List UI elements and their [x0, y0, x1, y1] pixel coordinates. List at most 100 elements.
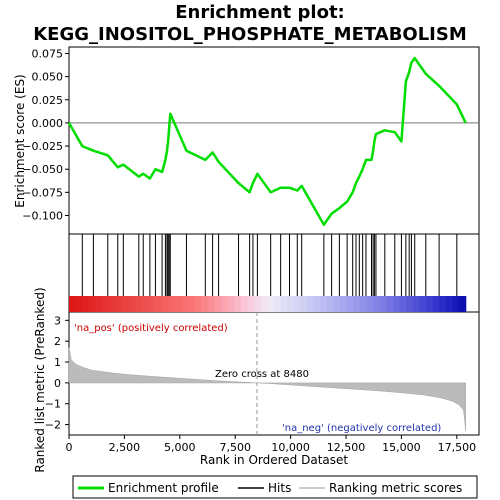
- correlation-bar-segment: [168, 296, 176, 312]
- correlation-bar-segment: [340, 296, 348, 312]
- correlation-bar-segment: [214, 296, 222, 312]
- legend: Enrichment profile Hits Ranking metric s…: [72, 475, 478, 499]
- es-panel-frame: [68, 46, 480, 235]
- correlation-bar-segment: [406, 296, 414, 312]
- correlation-bar-segment: [188, 296, 196, 312]
- x-axis-label: Rank in Ordered Dataset: [200, 453, 348, 467]
- metric-ytick-label: 0: [54, 377, 61, 390]
- metric-ytick-label: −2: [45, 419, 61, 432]
- correlation-bar-segment: [201, 296, 209, 312]
- es-ytick-label: −0.025: [22, 140, 63, 153]
- legend-label-hits: Hits: [268, 481, 291, 495]
- correlation-bar-segment: [95, 296, 103, 312]
- legend-label-enrichment: Enrichment profile: [108, 481, 219, 495]
- correlation-bar-segment: [287, 296, 295, 312]
- correlation-bar-segment: [412, 296, 421, 312]
- xtick-label: 10,000: [271, 441, 310, 454]
- legend-frame: [72, 475, 478, 499]
- xtick-label: 7,500: [219, 441, 251, 454]
- es-axis-label: Enrichment score (ES): [13, 74, 27, 207]
- legend-label-metric: Ranking metric scores: [329, 481, 462, 495]
- correlation-bar-segment: [459, 296, 467, 312]
- correlation-bar-segment: [379, 296, 387, 312]
- correlation-bar-segment: [227, 296, 235, 312]
- correlation-bar-segment: [154, 296, 163, 312]
- correlation-bar-segment: [207, 296, 216, 312]
- correlation-bar-segment: [333, 296, 341, 312]
- es-ytick-label: −0.050: [22, 163, 63, 176]
- chart-title-line2: KEGG_INOSITOL_PHOSPHATE_METABOLISM: [33, 24, 467, 45]
- metric-ytick-label: 3: [54, 314, 61, 327]
- correlation-bar-segment: [426, 296, 434, 312]
- correlation-bar-segment: [240, 296, 249, 312]
- ranking-metric-area: [68, 347, 466, 431]
- correlation-bar-segment: [194, 296, 202, 312]
- correlation-bar-segment: [326, 296, 335, 312]
- correlation-bar-segment: [300, 296, 308, 312]
- metric-ytick-label: 2: [54, 335, 61, 348]
- correlation-bar-segment: [69, 296, 77, 312]
- correlation-bar-segment: [307, 296, 315, 312]
- correlation-bar-segment: [373, 296, 381, 312]
- correlation-bar-segment: [386, 296, 394, 312]
- enrichment-profile-line: [67, 56, 467, 226]
- xtick-label: 12,500: [327, 441, 366, 454]
- correlation-bar-segment: [102, 296, 110, 312]
- correlation-bar-segment: [359, 296, 368, 312]
- correlation-bar-segment: [439, 296, 447, 312]
- correlation-bar-segment: [399, 296, 407, 312]
- correlation-bar-segment: [419, 296, 427, 312]
- metric-ytick-label: −1: [45, 398, 61, 411]
- correlation-bar-segment: [75, 296, 83, 312]
- correlation-bar-segment: [174, 296, 182, 312]
- correlation-bar-segment: [181, 296, 189, 312]
- correlation-bar-segment: [254, 296, 262, 312]
- xtick-label: 17,500: [438, 441, 477, 454]
- correlation-bar-segment: [260, 296, 268, 312]
- es-ytick-label: 0.000: [32, 117, 64, 130]
- xtick-label: 2,500: [109, 441, 141, 454]
- es-ytick-label: 0.075: [32, 47, 64, 60]
- correlation-bar-segment: [346, 296, 354, 312]
- correlation-bar-segment: [247, 296, 255, 312]
- positive-correlation-label: 'na_pos' (positively correlated): [74, 323, 228, 334]
- correlation-bar-segment: [392, 296, 401, 312]
- correlation-bar-segment: [366, 296, 374, 312]
- correlation-bar-segment: [221, 296, 229, 312]
- correlation-bar-segment: [280, 296, 288, 312]
- correlation-bar-segment: [82, 296, 90, 312]
- correlation-bar-segment: [445, 296, 454, 312]
- correlation-bar-segment: [234, 296, 242, 312]
- chart-title-line1: Enrichment plot:: [175, 2, 345, 23]
- correlation-bar-segment: [161, 296, 169, 312]
- es-ytick-label: 0.050: [32, 71, 64, 84]
- correlation-bar-segment: [141, 296, 149, 312]
- correlation-bar-segment: [135, 296, 143, 312]
- correlation-bar-segment: [128, 296, 136, 312]
- es-ytick-label: −0.100: [22, 209, 63, 222]
- correlation-bar-segment: [108, 296, 116, 312]
- metric-panel-frame: [68, 311, 480, 436]
- correlation-bar-segment: [313, 296, 321, 312]
- correlation-bar-segment: [148, 296, 156, 312]
- correlation-bar-segment: [88, 296, 97, 312]
- correlation-bar-segment: [293, 296, 302, 312]
- xtick-label: 0: [66, 441, 73, 454]
- es-ytick-label: 0.025: [32, 94, 64, 107]
- correlation-bar-segment: [267, 296, 275, 312]
- negative-correlation-label: 'na_neg' (negatively correlated): [282, 423, 441, 434]
- correlation-bar-segment: [115, 296, 123, 312]
- xtick-label: 15,000: [382, 441, 421, 454]
- correlation-bar-segment: [353, 296, 361, 312]
- es-ytick-label: −0.075: [22, 186, 63, 199]
- correlation-bar-segment: [432, 296, 440, 312]
- metric-ytick-label: 1: [54, 356, 61, 369]
- xtick-label: 5,000: [164, 441, 196, 454]
- correlation-bar-segment: [273, 296, 282, 312]
- zero-cross-label: Zero cross at 8480: [215, 369, 309, 380]
- correlation-bar-segment: [452, 296, 460, 312]
- correlation-bar-segment: [320, 296, 328, 312]
- metric-axis-label: Ranked list metric (PreRanked): [33, 287, 47, 472]
- correlation-bar-segment: [121, 296, 130, 312]
